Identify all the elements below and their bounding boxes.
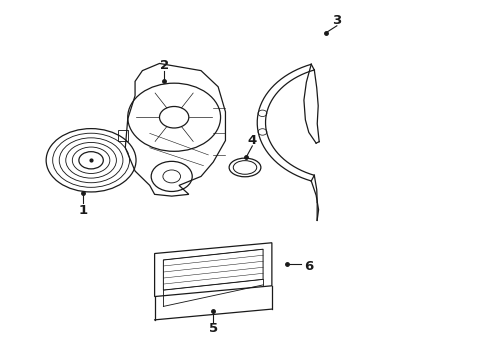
Text: 2: 2 [160,59,169,72]
Text: 5: 5 [209,322,218,335]
Text: 1: 1 [78,204,87,217]
Text: 4: 4 [248,134,257,147]
Text: 3: 3 [332,14,342,27]
Text: 6: 6 [304,260,313,273]
